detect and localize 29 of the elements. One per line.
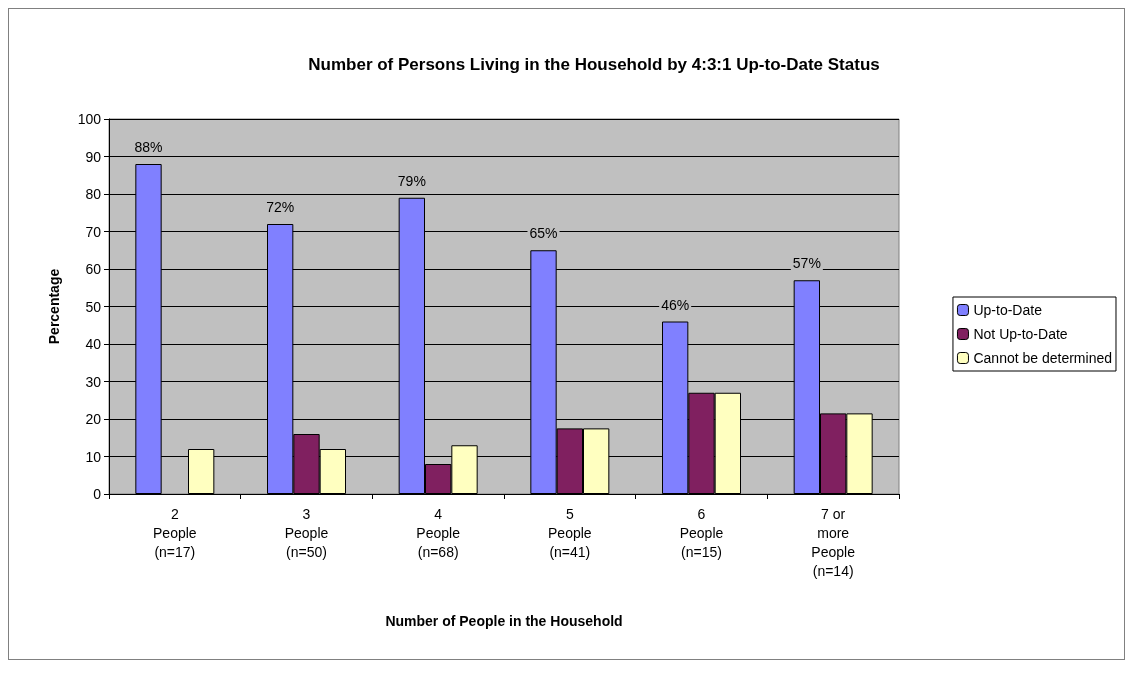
y-tick-label: 60 [85, 261, 102, 277]
x-tick-label: 2 People (n=17) [153, 505, 197, 560]
x-tick-label: 4 People (n=68) [416, 505, 461, 560]
y-tick-label: 30 [85, 373, 102, 390]
chart-title: Number of Persons Living in the Household by 4:3:1 Up-to-Date Status [308, 55, 880, 74]
y-tick-label: 70 [85, 223, 102, 240]
y-tick-label: 0 [93, 486, 102, 502]
x-tick-label: 7 or more People (n=14) [811, 505, 856, 579]
y-tick-label: 40 [85, 336, 102, 352]
data-label: 88% [134, 139, 163, 155]
data-label: 57% [792, 255, 821, 272]
x-tick-label: 5 People (n=41) [548, 505, 592, 560]
legend-label: Cannot be determined [973, 350, 1113, 366]
x-tick-label: 3 People (n=50) [284, 505, 329, 560]
y-tick-label: 50 [85, 298, 102, 315]
legend-label: Up-to-Date [973, 302, 1043, 318]
data-label: 72% [266, 199, 295, 215]
data-label: 65% [529, 225, 558, 242]
data-label: 79% [397, 172, 426, 189]
y-tick-label: 100 [77, 111, 102, 127]
y-tick-label: 20 [85, 411, 102, 427]
legend-label: Not Up-to-Date [973, 326, 1068, 342]
y-axis-title: Percentage [46, 268, 62, 345]
y-tick-label: 90 [85, 148, 102, 165]
x-axis-title: Number of People in the Household [385, 613, 623, 629]
y-tick-label: 10 [85, 448, 102, 465]
x-tick-label: 6 People (n=15) [679, 505, 724, 560]
data-label: 46% [661, 296, 690, 313]
y-tick-label: 80 [85, 186, 102, 202]
